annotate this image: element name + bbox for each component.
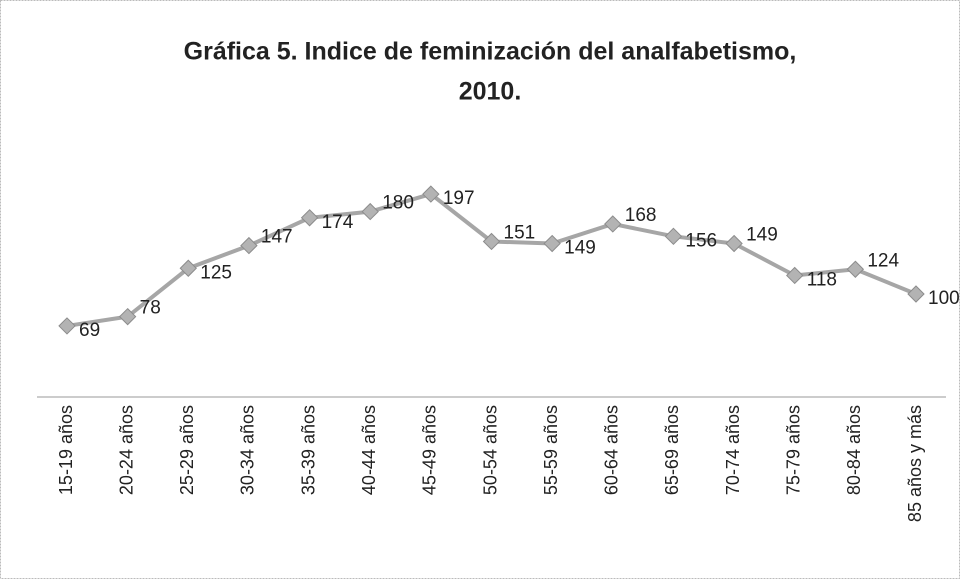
data-label: 100 (928, 288, 960, 309)
x-tick-label: 40-44 años (359, 405, 379, 495)
x-tick-label: 50-54 años (480, 405, 500, 495)
data-label: 69 (79, 320, 100, 341)
x-tick-label: 75-79 años (783, 405, 803, 495)
data-label: 156 (685, 230, 717, 251)
data-label: 78 (140, 298, 161, 319)
data-label: 124 (867, 250, 899, 271)
x-tick-label: 25-29 años (177, 405, 197, 495)
chart-title: 2010. (459, 78, 522, 106)
data-label: 118 (807, 269, 837, 290)
data-label: 125 (200, 262, 232, 283)
x-tick-label: 20-24 años (116, 405, 136, 495)
data-label: 147 (261, 227, 293, 248)
data-marker (846, 260, 865, 278)
data-marker (58, 317, 76, 335)
data-marker (664, 227, 683, 246)
data-marker (118, 307, 137, 326)
data-marker (604, 215, 622, 233)
x-tick-label: 55-59 años (541, 405, 561, 495)
data-marker (786, 266, 804, 285)
data-marker (907, 285, 925, 303)
data-marker (300, 209, 319, 227)
x-tick-label: 35-39 años (298, 405, 318, 495)
data-marker (422, 185, 440, 203)
data-label: 149 (564, 238, 596, 259)
x-tick-label: 70-74 años (723, 405, 743, 495)
data-label: 197 (443, 188, 475, 209)
x-tick-label: 85 años y más (905, 405, 925, 522)
x-tick-label: 15-19 años (56, 405, 76, 495)
data-marker (361, 202, 379, 221)
data-marker (725, 234, 743, 253)
data-marker (179, 259, 197, 277)
x-tick-label: 80-84 años (844, 405, 864, 495)
data-label: 180 (382, 193, 414, 214)
data-label: 149 (746, 225, 778, 246)
data-marker (240, 236, 258, 255)
data-label: 151 (504, 222, 536, 243)
data-marker (482, 232, 501, 251)
x-tick-label: 60-64 años (602, 405, 622, 495)
data-label: 168 (625, 205, 657, 226)
chart-title: Gráfica 5. Indice de feminización del an… (184, 38, 797, 66)
data-label: 174 (322, 212, 354, 233)
x-tick-label: 30-34 años (238, 405, 258, 495)
x-tick-label: 45-49 años (420, 405, 440, 495)
data-marker (543, 234, 561, 253)
x-tick-label: 65-69 años (662, 405, 682, 495)
